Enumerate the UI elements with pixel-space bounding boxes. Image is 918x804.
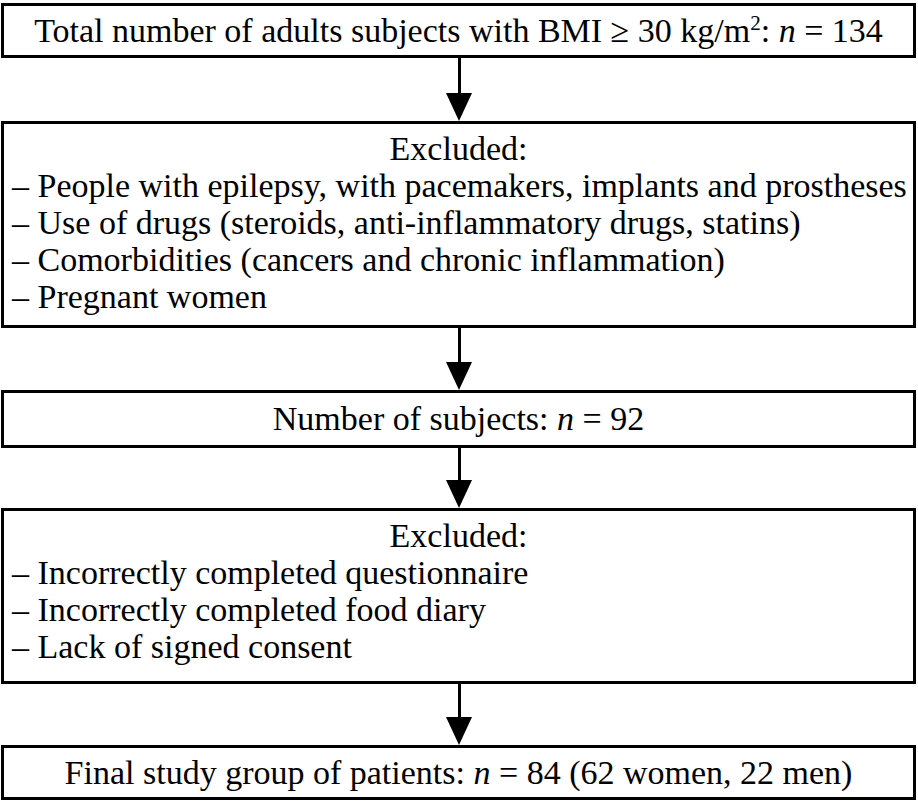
text-segment: = 134 (796, 12, 883, 49)
down-arrow-4 (0, 684, 918, 745)
list-item: – Incorrectly completed questionnaire (12, 554, 913, 591)
down-arrow-1 (0, 58, 918, 121)
text-segment: = 92 (574, 400, 644, 437)
list-item: – Lack of signed consent (12, 628, 913, 665)
box-excluded-first: Excluded: – People with epilepsy, with p… (1, 121, 916, 328)
box-excluded-first-title: Excluded: (4, 130, 913, 167)
text-segment: = 84 (62 women, 22 men) (490, 754, 852, 791)
down-arrow-2 (0, 328, 918, 390)
page: { "colors": { "background": "#ffffff", "… (0, 0, 918, 804)
down-arrow-3 (0, 448, 918, 508)
box-total-subjects: Total number of adults subjects with BMI… (1, 3, 916, 58)
text-segment: Final study group of patients: (65, 754, 474, 791)
list-item: – People with epilepsy, with pacemakers,… (12, 167, 913, 204)
down-arrow-icon (446, 93, 472, 121)
box-excluded-second-items: – Incorrectly completed questionnaire– I… (12, 554, 913, 665)
down-arrow-icon (446, 717, 472, 745)
arrow-shaft (458, 448, 461, 480)
italic-text: n (557, 400, 574, 437)
box-subjects-remaining: Number of subjects: n = 92 (1, 390, 916, 448)
box-excluded-first-items: – People with epilepsy, with pacemakers,… (12, 167, 913, 315)
box-excluded-second-title: Excluded: (4, 517, 913, 554)
italic-text: n (473, 754, 490, 791)
arrow-shaft (458, 684, 461, 717)
box-final-study-group: Final study group of patients: n = 84 (6… (1, 745, 916, 800)
study-flow-diagram: Total number of adults subjects with BMI… (0, 0, 918, 804)
arrow-shaft (458, 328, 461, 362)
arrow-shaft (458, 58, 461, 93)
text-segment: Total number of adults subjects with BMI… (34, 12, 750, 49)
superscript-text: 2 (750, 10, 761, 34)
box-subjects-remaining-text: Number of subjects: n = 92 (273, 401, 644, 437)
box-total-subjects-text: Total number of adults subjects with BMI… (34, 13, 883, 49)
list-item: – Incorrectly completed food diary (12, 591, 913, 628)
text-segment: : (761, 12, 779, 49)
list-item: – Use of drugs (steroids, anti-inflammat… (12, 204, 913, 241)
italic-text: n (779, 12, 796, 49)
box-final-study-group-text: Final study group of patients: n = 84 (6… (65, 755, 853, 791)
list-item: – Pregnant women (12, 278, 913, 315)
down-arrow-icon (446, 362, 472, 390)
down-arrow-icon (446, 480, 472, 508)
box-excluded-second: Excluded: – Incorrectly completed questi… (1, 508, 916, 684)
list-item: – Comorbidities (cancers and chronic inf… (12, 241, 913, 278)
text-segment: Number of subjects: (273, 400, 557, 437)
